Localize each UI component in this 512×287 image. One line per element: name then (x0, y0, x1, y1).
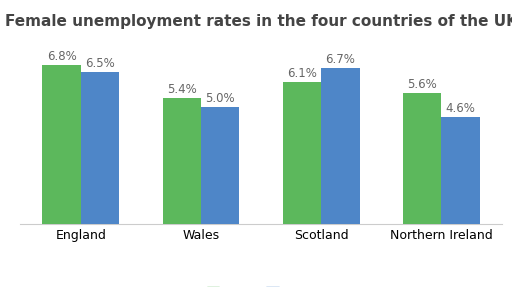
Text: 6.5%: 6.5% (85, 57, 115, 70)
Bar (42, 65, 81, 224)
Title: Female unemployment rates in the four countries of the UK: Female unemployment rates in the four co… (5, 14, 512, 29)
Bar (321, 68, 360, 224)
Text: 5.4%: 5.4% (167, 83, 197, 96)
Text: 5.0%: 5.0% (205, 92, 235, 105)
Bar (201, 107, 240, 224)
Bar (283, 82, 321, 224)
Text: 6.1%: 6.1% (287, 67, 317, 80)
Bar (403, 93, 441, 224)
Text: 5.6%: 5.6% (408, 78, 437, 91)
Bar (81, 72, 119, 224)
Text: 6.8%: 6.8% (47, 51, 76, 63)
Text: 4.6%: 4.6% (446, 102, 476, 115)
Legend: 2013, 2014: 2013, 2014 (202, 282, 320, 287)
Text: 6.7%: 6.7% (326, 53, 355, 66)
Bar (162, 98, 201, 224)
Bar (441, 117, 480, 224)
